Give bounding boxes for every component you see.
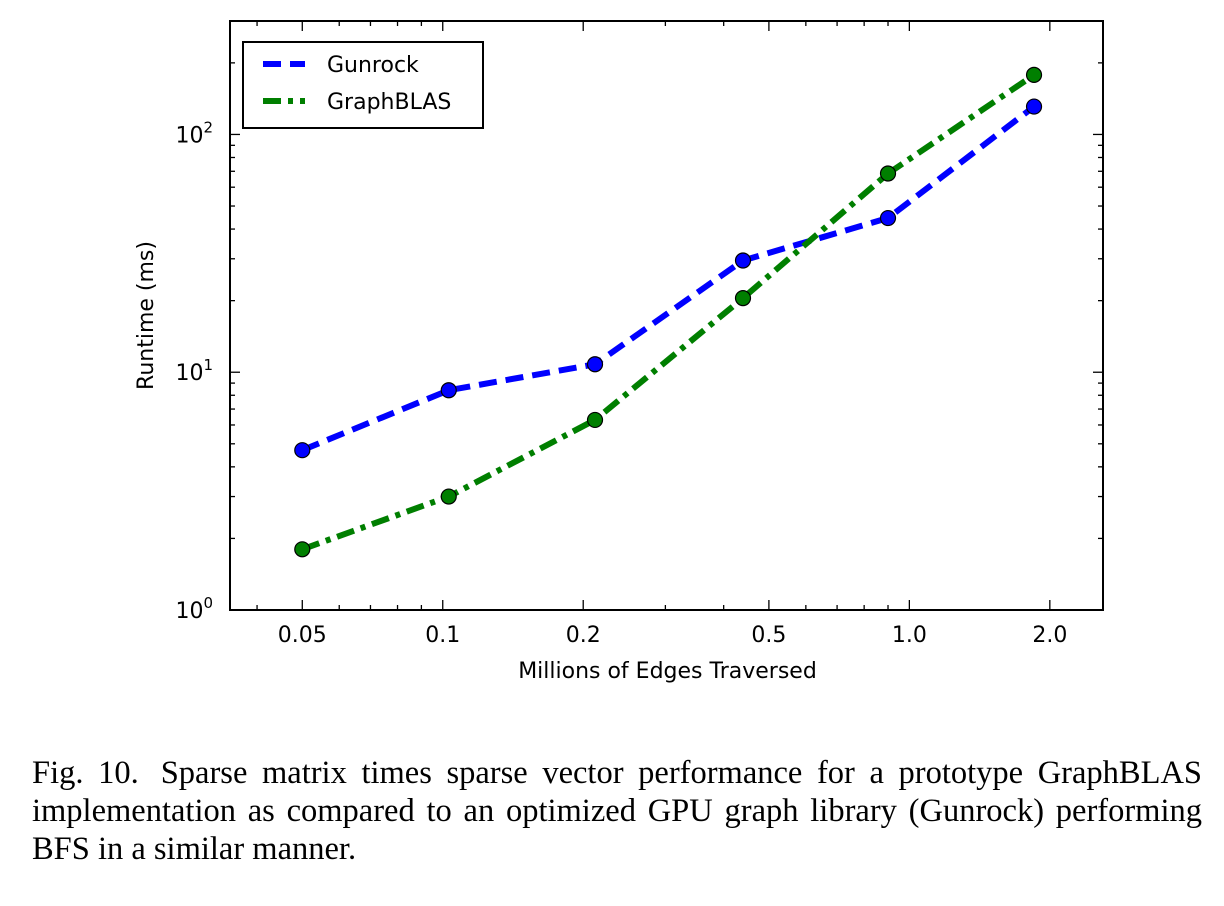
data-point-graphblas [294, 541, 311, 558]
legend: Gunrock GraphBLAS [242, 41, 484, 129]
y-tick-label: 102 [175, 118, 213, 148]
data-point-graphblas [734, 289, 752, 307]
legend-box [242, 41, 484, 129]
data-point-gunrock [1025, 98, 1043, 115]
x-tick-label: 0.5 [751, 623, 786, 648]
data-point-gunrock [294, 442, 311, 459]
x-tick-label: 1.0 [892, 623, 927, 648]
x-tick-label: 2.0 [1032, 623, 1067, 648]
x-tick-label: 0.2 [566, 623, 601, 648]
x-tick-label: 0.05 [278, 623, 327, 648]
caption-text: Sparse matrix times sparse vector perfor… [32, 755, 1202, 867]
data-point-gunrock [440, 382, 457, 399]
figure-label: Fig. 10. [32, 755, 139, 791]
series-layer [294, 66, 1043, 558]
y-tick-label: 100 [175, 594, 213, 624]
series-graphblas [294, 66, 1043, 558]
tick-labels: 100 101 102 0.05 0.1 0.2 0.5 1.0 2.0 [175, 118, 1067, 648]
major-ticks [230, 21, 1103, 611]
series-gunrock [294, 98, 1043, 459]
legend-label-graphblas: GraphBLAS [327, 90, 451, 115]
data-point-gunrock [879, 209, 897, 227]
series-line-gunrock [301, 104, 1036, 453]
figure-caption: Fig. 10. Sparse matrix times sparse vecto… [32, 754, 1202, 868]
data-point-graphblas [586, 411, 604, 429]
legend-label-gunrock: Gunrock [327, 53, 419, 78]
x-axis-label: Millions of Edges Traversed [518, 659, 817, 684]
x-tick-label: 0.1 [425, 623, 460, 648]
data-point-graphblas [440, 488, 457, 505]
y-axis-label: Runtime (ms) [134, 241, 159, 390]
data-point-graphblas [879, 165, 897, 182]
data-point-gunrock [734, 252, 752, 269]
plot-frame [229, 20, 1104, 611]
data-point-gunrock [586, 356, 604, 373]
bfs-runtime-chart: 100 101 102 0.05 0.1 0.2 0.5 1.0 2.0 Millions of… [134, 20, 1104, 684]
data-point-graphblas [1025, 66, 1043, 84]
series-line-graphblas [301, 72, 1036, 553]
y-tick-label: 101 [175, 356, 213, 386]
